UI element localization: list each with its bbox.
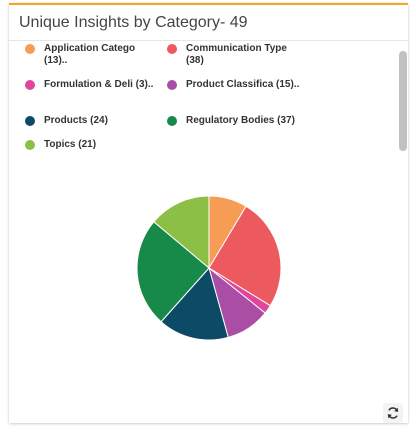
legend-marker <box>167 116 177 126</box>
legend-label: Application Catego (13).. <box>44 43 136 66</box>
legend-marker <box>25 116 35 126</box>
refresh-icon <box>387 407 399 419</box>
pie-slice[interactable] <box>153 195 210 270</box>
legend-label: Products (24) <box>44 115 108 126</box>
legend-label: Regulatory Bodies (37) <box>186 115 295 126</box>
legend-marker <box>25 44 35 54</box>
pie-slice[interactable] <box>160 266 229 341</box>
legend-marker <box>25 140 35 150</box>
legend-label: Product Classifica (15).. <box>186 79 300 90</box>
pie-slice[interactable] <box>208 205 282 307</box>
legend-marker <box>167 80 177 90</box>
chart-legend: Application Catego (13).. Communication T… <box>19 43 389 163</box>
legend-label: Topics (21) <box>44 139 97 150</box>
widget-title: Unique Insights by Category- 49 <box>19 14 248 31</box>
refresh-button[interactable] <box>383 403 403 423</box>
insights-widget: Unique Insights by Category- 49 Applicat… <box>9 3 408 423</box>
legend-marker <box>25 80 35 90</box>
pie-slice[interactable] <box>136 221 210 323</box>
scrollbar-thumb[interactable] <box>399 51 407 151</box>
legend-label: Communication Type (38) <box>186 43 287 66</box>
legend-marker <box>167 44 177 54</box>
widget-header: Unique Insights by Category- 49 <box>9 5 408 41</box>
pie-chart <box>136 195 282 341</box>
legend-label: Formulation & Deli (3).. <box>44 79 154 90</box>
